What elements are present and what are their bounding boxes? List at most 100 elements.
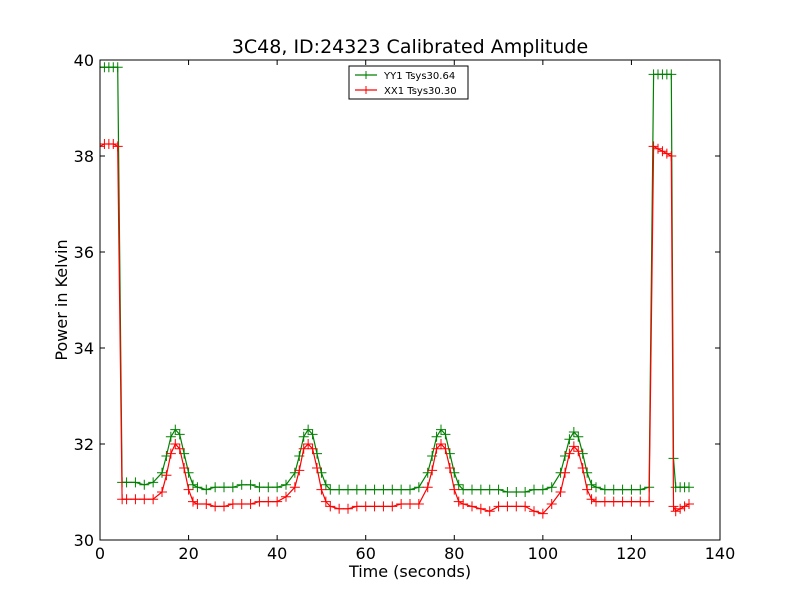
series-2-point <box>436 439 446 449</box>
series-2-point <box>236 499 247 509</box>
series-1-point <box>484 484 495 495</box>
series-2-point <box>684 499 694 509</box>
series-2-point <box>179 463 190 473</box>
series-2-point <box>303 439 314 449</box>
series-2-point <box>312 463 322 473</box>
series-1-point <box>219 482 229 493</box>
series-1-point <box>591 482 601 493</box>
x-tick-label: 40 <box>267 544 287 563</box>
series-1-point <box>188 479 198 490</box>
series-2-point <box>254 496 265 507</box>
series-1-point <box>334 484 345 495</box>
series-2-point <box>263 496 274 507</box>
series-1-point <box>245 479 256 490</box>
y-tick-label: 34 <box>74 339 94 358</box>
series-2-point <box>201 499 212 509</box>
series-2-point <box>591 496 601 507</box>
series-1-point <box>586 479 597 490</box>
series-2-point <box>657 146 668 157</box>
series-2-point <box>100 141 105 152</box>
x-tick-label: 140 <box>705 544 736 563</box>
y-tick-label: 38 <box>74 147 94 166</box>
series-2-point <box>405 499 415 509</box>
series-2-point <box>431 443 442 454</box>
series-2-point <box>130 494 141 505</box>
series-1-point <box>170 424 181 435</box>
series-2-point <box>396 499 407 509</box>
chart-title: 3C48, ID:24323 Calibrated Amplitude <box>232 36 588 58</box>
series-2-point <box>422 482 433 493</box>
series-2-point <box>484 506 495 517</box>
series-2-point <box>112 141 123 152</box>
series-2-point <box>568 441 579 452</box>
series-1-point <box>148 477 159 488</box>
series-1-point <box>520 487 531 497</box>
series-2-point <box>219 501 229 512</box>
series-2-point <box>294 465 305 476</box>
series-2-point <box>227 499 238 509</box>
series-1-point <box>281 479 291 490</box>
series-2-point <box>675 503 686 514</box>
series-1-point <box>475 484 486 495</box>
series-2-point <box>188 496 198 507</box>
series-2-point <box>608 496 619 507</box>
series-2-point <box>586 494 597 505</box>
series-2-point <box>174 443 185 454</box>
legend-box <box>348 65 469 100</box>
series-1-point <box>546 482 557 493</box>
series-1-point <box>626 484 637 495</box>
x-axis-label: Time (seconds) <box>348 562 471 581</box>
series-2-point <box>666 151 677 161</box>
series-1-point <box>303 424 314 435</box>
series-2-point <box>161 470 172 481</box>
series-2-point <box>139 494 150 505</box>
series-1-point <box>458 484 469 495</box>
series-2-point <box>192 499 203 509</box>
series-2-point <box>564 448 575 459</box>
series-1-point <box>307 429 318 440</box>
series-1-point <box>298 431 309 442</box>
series-1-point <box>320 479 331 490</box>
series-1-point <box>325 484 336 495</box>
series-2-point <box>108 139 119 149</box>
series-2-point <box>635 496 646 507</box>
legend-entry-label: XX1 Tsys30.30 <box>384 86 457 97</box>
series-1-point <box>360 484 371 495</box>
series-2-point <box>170 439 181 449</box>
series-2-point <box>378 501 389 512</box>
x-tick-label: 80 <box>444 544 464 563</box>
series-1-point <box>174 429 185 440</box>
series-2-point <box>653 143 663 154</box>
y-tick-label: 40 <box>74 51 94 70</box>
x-tick-label: 60 <box>356 544 376 563</box>
series-2-point <box>121 494 132 505</box>
series-2-point <box>316 484 327 495</box>
series-2-point <box>413 499 424 509</box>
y-axis-label: Power in Kelvin <box>52 239 71 360</box>
series-2-point <box>281 491 291 502</box>
series-1-point <box>564 434 575 445</box>
series-2-point <box>440 443 451 454</box>
series-1-point <box>436 424 446 435</box>
series-2-point <box>555 487 566 497</box>
series-2-point <box>511 501 522 512</box>
series-1-point <box>493 484 504 495</box>
series-1-point <box>387 484 398 495</box>
series-2-point <box>444 463 455 473</box>
series-1-point <box>666 69 677 80</box>
series-1-point <box>263 482 274 493</box>
series-2-point <box>298 443 309 454</box>
series-2-point <box>157 487 167 497</box>
series-2-point <box>427 465 438 476</box>
series-2-point <box>183 484 194 495</box>
x-tick-label: 120 <box>616 544 647 563</box>
series-1-point <box>568 427 579 437</box>
series-2-point <box>307 443 318 454</box>
series-2-point <box>360 501 371 512</box>
series-2-point <box>165 448 176 459</box>
series-1-point <box>635 484 646 495</box>
series-2-point <box>520 501 531 512</box>
series-1-point <box>161 451 172 461</box>
series-1-point <box>139 479 150 490</box>
